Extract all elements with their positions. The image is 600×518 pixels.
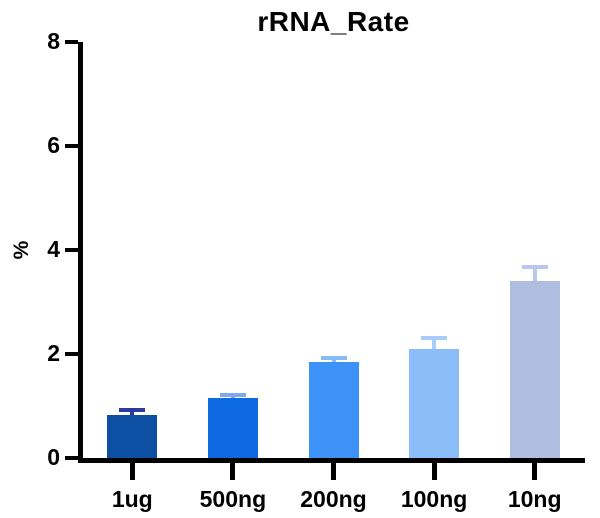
bar-200ng <box>308 361 359 458</box>
y-tick-mark <box>65 456 78 460</box>
x-tick-mark <box>129 463 135 480</box>
x-tick-label-10ng: 10ng <box>507 486 562 512</box>
y-tick-mark <box>65 144 78 148</box>
error-bar-stem <box>130 410 135 418</box>
y-tick-label: 8 <box>47 28 60 54</box>
x-tick-label-100ng: 100ng <box>400 486 468 512</box>
x-tick-label-500ng: 500ng <box>199 486 267 512</box>
chart-title: rRNA_Rate <box>257 6 410 37</box>
error-bar-stem <box>532 267 537 284</box>
y-tick-label: 0 <box>47 444 60 470</box>
x-axis-spine <box>78 458 585 463</box>
y-tick-label: 6 <box>47 132 60 158</box>
x-tick-label-1ug: 1ug <box>111 486 153 512</box>
x-tick-mark <box>230 463 236 480</box>
x-tick-mark <box>532 463 538 480</box>
y-tick-label: 2 <box>47 340 60 366</box>
y-tick-mark <box>65 248 78 252</box>
y-tick-label: 4 <box>47 236 60 262</box>
x-tick-label-200ng: 200ng <box>300 486 367 512</box>
error-bar-cap <box>521 265 548 270</box>
bar-10ng <box>509 281 560 458</box>
y-axis-spine <box>78 42 83 463</box>
error-bar-cap <box>219 393 246 398</box>
y-tick-mark <box>65 352 78 356</box>
error-bar-cap <box>320 355 347 360</box>
error-bar-cap <box>421 336 448 341</box>
error-bar-cap <box>119 408 146 413</box>
bar-100ng <box>409 348 460 458</box>
bar-1ug <box>107 415 158 458</box>
x-tick-mark <box>331 463 336 480</box>
error-bar-stem <box>432 338 437 351</box>
error-bar-stem <box>331 357 336 364</box>
error-bar-stem <box>230 395 235 401</box>
y-tick-mark <box>65 40 78 44</box>
x-tick-mark <box>431 463 437 480</box>
bar-500ng <box>207 398 258 458</box>
